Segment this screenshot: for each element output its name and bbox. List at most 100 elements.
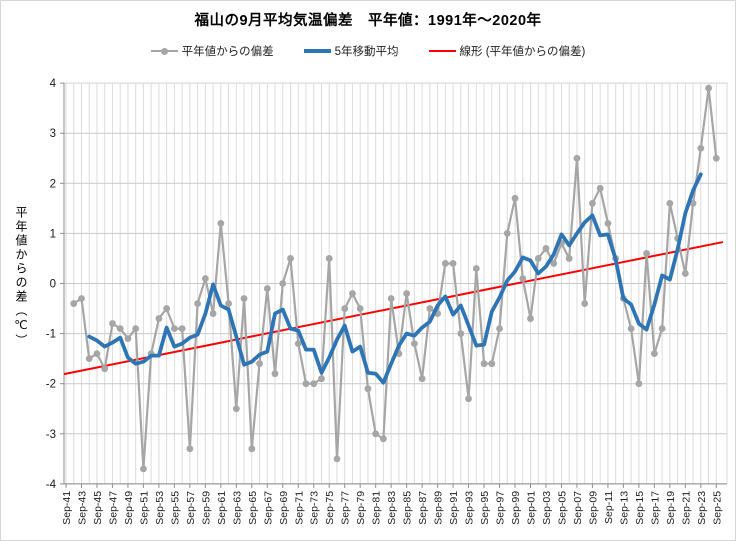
- deviation-marker: [302, 380, 310, 388]
- deviation-marker: [349, 290, 356, 297]
- x-tick-label: Sep-43: [76, 491, 88, 525]
- deviation-marker: [287, 255, 294, 262]
- x-tick-label: Sep-07: [572, 491, 584, 525]
- x-tick-label: Sep-49: [123, 491, 135, 525]
- x-tick-label: Sep-85: [402, 491, 414, 525]
- deviation-marker: [140, 465, 147, 473]
- x-tick-label: Sep-03: [541, 491, 553, 525]
- deviation-marker: [170, 325, 178, 332]
- x-tick-label: Sep-97: [495, 491, 507, 525]
- legend-item-trend: 線形 (平年値からの偏差): [428, 43, 586, 59]
- plot-area: -4 -3 -2 -1 0 1 2 3 4 Sep-41 Sep-43 Sep-45 Sep-47 Sep…: [46, 78, 728, 525]
- x-tick-label: Sep-65: [247, 491, 259, 525]
- deviation-marker: [116, 325, 124, 332]
- deviation-marker: [318, 375, 325, 383]
- x-tick-label: Sep-93: [464, 491, 476, 525]
- x-tick-label: Sep-41: [61, 491, 73, 525]
- deviation-marker: [697, 144, 705, 152]
- x-tick-label: Sep-17: [649, 491, 661, 525]
- deviation-marker: [472, 265, 480, 272]
- legend-label-trend: 線形 (平年値からの偏差): [459, 46, 586, 58]
- deviation-marker: [240, 295, 248, 302]
- deviation-marker: [604, 219, 612, 227]
- deviation-marker: [364, 385, 372, 393]
- deviation-marker: [232, 405, 240, 413]
- deviation-marker: [132, 325, 140, 332]
- x-tick-label: Sep-67: [262, 491, 274, 525]
- x-tick-label: Sep-75: [324, 491, 336, 525]
- y-tick-label: 3: [50, 128, 56, 140]
- deviation-marker: [449, 260, 457, 267]
- blue-line-swatch-icon: [303, 47, 331, 55]
- deviation-marker: [372, 430, 380, 438]
- deviation-marker: [310, 380, 318, 388]
- x-tick-label: Sep-87: [417, 491, 429, 525]
- x-tick-label: Sep-01: [526, 491, 538, 525]
- red-line-swatch-icon: [428, 47, 456, 55]
- x-tick-label: Sep-51: [138, 491, 150, 525]
- deviation-marker: [217, 219, 225, 227]
- deviation-marker: [294, 340, 302, 348]
- deviation-marker: [643, 250, 651, 257]
- deviation-marker: [503, 230, 511, 237]
- deviation-marker: [534, 255, 542, 262]
- deviation-marker: [658, 325, 666, 332]
- x-tick-label: Sep-15: [634, 491, 646, 525]
- x-tick-label: Sep-25: [711, 491, 723, 525]
- deviation-marker: [78, 295, 85, 302]
- deviation-marker: [573, 154, 581, 162]
- y-tick-label: -2: [46, 379, 56, 391]
- deviation-marker: [418, 375, 426, 383]
- legend-label-moving-average: 5年移動平均: [334, 46, 399, 58]
- deviation-marker: [403, 290, 411, 297]
- deviation-marker: [596, 184, 604, 192]
- x-tick-label: Sep-09: [587, 491, 599, 525]
- deviation-marker: [410, 340, 418, 348]
- legend-item-moving-average: 5年移動平均: [303, 43, 399, 59]
- deviation-marker: [124, 335, 132, 343]
- x-tick-label: Sep-83: [386, 491, 398, 525]
- deviation-marker: [194, 300, 202, 307]
- x-tick-label: Sep-69: [278, 491, 290, 525]
- x-tick-label: Sep-13: [618, 491, 630, 525]
- x-tick-label: Sep-11: [603, 491, 615, 524]
- deviation-marker: [356, 305, 364, 312]
- y-tick-label: -3: [46, 429, 56, 441]
- deviation-marker: [333, 455, 341, 463]
- deviation-marker: [511, 194, 519, 202]
- deviation-marker: [488, 360, 496, 368]
- deviation-marker: [565, 255, 573, 262]
- x-tick-label: Sep-59: [200, 491, 212, 525]
- x-tick-label: Sep-53: [154, 491, 166, 525]
- deviation-marker: [248, 445, 256, 453]
- y-tick-label: -4: [46, 479, 57, 491]
- deviation-marker: [341, 305, 349, 312]
- y-tick-label: 1: [50, 228, 56, 240]
- deviation-marker: [178, 325, 186, 332]
- deviation-marker: [681, 270, 689, 277]
- x-tick-label: Sep-89: [433, 491, 445, 525]
- x-tick-label: Sep-73: [309, 491, 321, 525]
- y-tick-label: 2: [50, 178, 56, 190]
- x-tick-label: Sep-91: [448, 491, 460, 525]
- deviation-marker: [186, 445, 194, 453]
- deviation-marker: [589, 199, 596, 207]
- deviation-marker: [256, 360, 263, 368]
- x-tick-label: Sep-55: [169, 491, 181, 525]
- deviation-marker: [496, 325, 503, 332]
- deviation-marker: [527, 315, 534, 322]
- deviation-marker: [225, 300, 232, 307]
- x-tick-label: Sep-57: [185, 491, 197, 525]
- deviation-marker: [93, 350, 101, 358]
- deviation-marker: [426, 305, 434, 312]
- x-tick-label: Sep-47: [107, 491, 119, 525]
- x-tick-label: Sep-95: [479, 491, 491, 525]
- legend: 平年値からの偏差 5年移動平均 線形 (平年値からの偏差): [1, 43, 735, 59]
- deviation-marker: [163, 305, 171, 312]
- deviation-marker: [387, 295, 395, 302]
- deviation-marker: [519, 275, 527, 282]
- deviation-marker: [542, 245, 550, 252]
- deviation-marker: [457, 330, 465, 337]
- deviation-marker: [581, 300, 589, 307]
